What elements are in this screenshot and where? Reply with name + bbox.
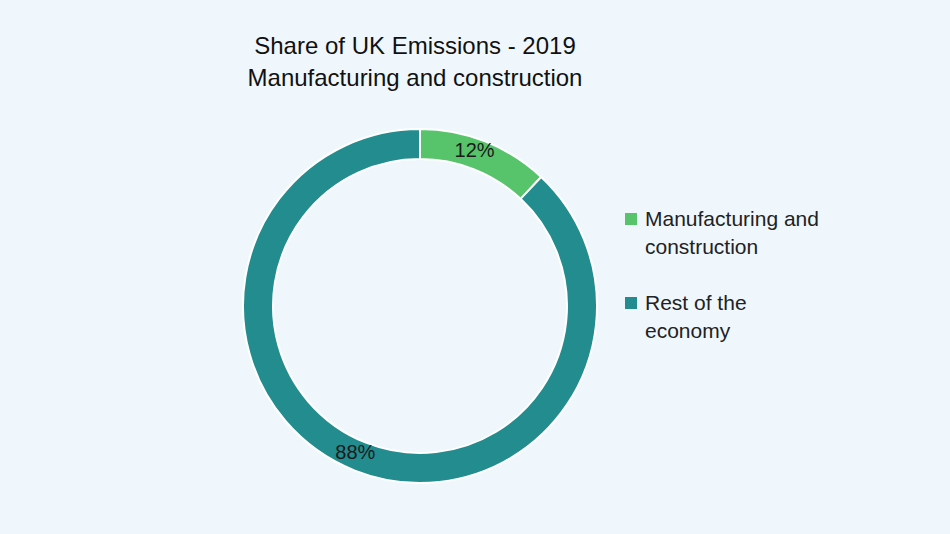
svg-text:12%: 12%: [455, 139, 495, 161]
html-text:Manufacturing and construction: Manufacturing and construction: [645, 207, 819, 258]
html-text:Manufacturing and construction: Manufacturing and construction: [247, 64, 583, 91]
html-text:Rest of the economy: Rest of the economy: [645, 291, 747, 342]
html-text:Share of UK Emissions - 2019: Share of UK Emissions - 2019: [254, 32, 576, 59]
svg-text:88%: 88%: [335, 441, 375, 463]
